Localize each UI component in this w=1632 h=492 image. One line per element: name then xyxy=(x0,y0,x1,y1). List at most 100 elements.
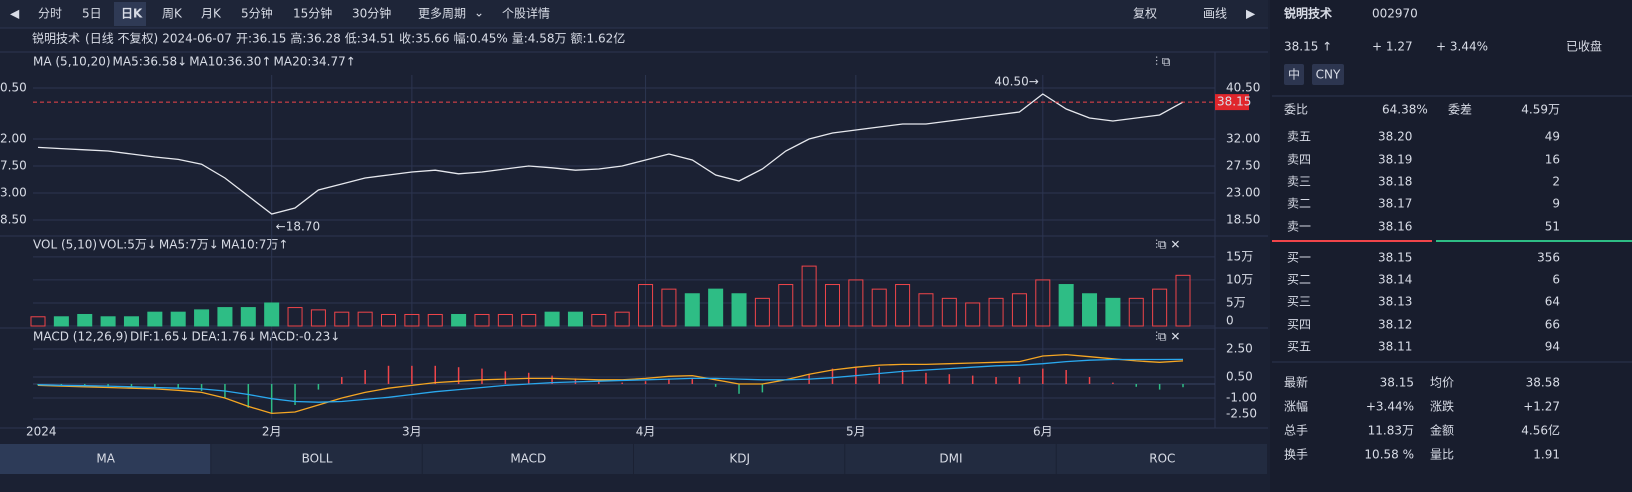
book-price: 38.12 xyxy=(1378,318,1412,332)
stat-label: 量比 xyxy=(1430,448,1454,462)
stock-pct: + 3.44% xyxy=(1436,40,1488,54)
book-price: 38.13 xyxy=(1378,295,1412,309)
toolbar-button[interactable]: 画线 xyxy=(1203,7,1227,21)
info-item: 低:34.51 xyxy=(345,32,395,46)
volume-bar xyxy=(357,311,373,327)
volume-bar xyxy=(521,313,537,327)
volume-bar xyxy=(1128,297,1144,327)
legend-item: MACD:-0.23↓ xyxy=(259,330,340,344)
order-ratio: 委比 xyxy=(1284,103,1308,117)
panel-tools[interactable]: ⫶⧉ ✕ xyxy=(1155,238,1180,252)
volume-bar xyxy=(871,288,887,327)
y-tick-label: 5万 xyxy=(1226,295,1246,309)
book-qty: 356 xyxy=(1537,251,1560,265)
y-tick-label: 27.50 xyxy=(1226,158,1260,172)
tab-label[interactable]: DMI xyxy=(939,452,962,466)
y-tick-label: -1.00 xyxy=(1226,391,1257,405)
x-tick-label: 2024 xyxy=(26,425,57,439)
book-label: 买一 xyxy=(1287,251,1311,265)
book-label: 卖二 xyxy=(1287,197,1311,211)
legend-item: MA5:7万↓ xyxy=(159,238,219,252)
legend-item: MA (5,10,20) xyxy=(33,55,111,69)
left-axis-label: 8.50 xyxy=(0,212,27,226)
volume-bar xyxy=(1105,297,1121,327)
tab-label[interactable]: BOLL xyxy=(302,452,333,466)
book-label: 卖五 xyxy=(1287,130,1311,144)
period-tab[interactable]: 周K xyxy=(162,7,183,21)
period-tab[interactable]: 日K xyxy=(121,7,143,21)
volume-bar xyxy=(684,293,700,327)
tag-label: 中 xyxy=(1288,67,1300,82)
y-tick-label: 15万 xyxy=(1226,249,1253,263)
indicator-tab[interactable] xyxy=(211,444,422,474)
stat-value: 1.91 xyxy=(1533,448,1560,462)
book-qty: 9 xyxy=(1552,197,1560,211)
indicator-tab[interactable] xyxy=(1056,444,1267,474)
stat-value: 38.15 xyxy=(1380,376,1414,390)
book-price: 38.18 xyxy=(1378,175,1412,189)
book-qty: 64 xyxy=(1545,295,1560,309)
volume-bar xyxy=(638,284,654,327)
toolbar-button[interactable]: 复权 xyxy=(1133,7,1157,21)
period-tab[interactable]: 分时 xyxy=(38,7,62,21)
y-tick-label: 2.50 xyxy=(1226,342,1253,356)
book-price: 38.11 xyxy=(1378,340,1412,354)
volume-bar xyxy=(591,313,607,327)
legend-item: MACD (12,26,9) xyxy=(33,330,128,344)
panel-tools[interactable]: ⫶⧉ ✕ xyxy=(1155,330,1180,344)
indicator-tab[interactable] xyxy=(634,444,845,474)
book-qty: 51 xyxy=(1545,220,1560,234)
book-price: 38.15 xyxy=(1378,251,1412,265)
volume-bar xyxy=(731,293,747,327)
next-arrow[interactable]: ▶ xyxy=(1246,7,1256,21)
period-tab[interactable]: 30分钟 xyxy=(352,6,391,21)
tab-label[interactable]: MACD xyxy=(510,452,546,466)
panel-tools[interactable]: ⫶ ⧉ xyxy=(1155,55,1171,69)
book-price: 38.17 xyxy=(1378,197,1412,211)
volume-bar xyxy=(708,288,724,327)
volume-bar xyxy=(30,316,46,327)
period-tab[interactable]: 更多周期 xyxy=(418,7,466,21)
indicator-tab[interactable] xyxy=(422,444,633,474)
period-tab[interactable]: 5分钟 xyxy=(241,6,273,21)
book-qty: 94 xyxy=(1545,340,1560,354)
book-label: 买二 xyxy=(1287,273,1311,287)
period-tab[interactable]: 15分钟 xyxy=(293,6,332,21)
period-tab[interactable]: 5日 xyxy=(82,7,102,21)
tab-label[interactable]: KDJ xyxy=(729,452,750,466)
tab-label[interactable]: ROC xyxy=(1149,452,1175,466)
stat-label: 金额 xyxy=(1430,423,1454,438)
y-tick-label: 10万 xyxy=(1226,272,1253,286)
indicator-tab[interactable] xyxy=(0,444,211,474)
y-tick-label: 23.00 xyxy=(1226,185,1260,199)
volume-bar xyxy=(264,302,280,327)
volume-bar xyxy=(334,311,350,327)
volume-bar xyxy=(100,316,116,327)
stock-change: + 1.27 xyxy=(1372,40,1413,54)
volume-bar xyxy=(614,311,630,327)
legend-item: VOL (5,10) xyxy=(33,238,97,252)
volume-bar xyxy=(918,293,934,327)
indicator-tab[interactable] xyxy=(845,444,1056,474)
left-axis-label: 3.00 xyxy=(0,185,27,199)
book-price: 38.14 xyxy=(1378,273,1412,287)
period-tab[interactable]: 个股详情 xyxy=(502,6,550,21)
order-ratio: 4.59万 xyxy=(1521,103,1560,117)
volume-bar xyxy=(287,307,303,327)
prev-arrow[interactable]: ◀ xyxy=(10,7,20,21)
period-tab[interactable]: 月K xyxy=(201,7,222,21)
volume-bar xyxy=(754,297,770,327)
book-label: 买三 xyxy=(1287,295,1311,309)
tag xyxy=(1284,64,1304,85)
book-label: 买五 xyxy=(1287,340,1311,354)
volume-bar xyxy=(988,297,1004,327)
y-tick-label: 40.50 xyxy=(1226,81,1260,95)
tab-label[interactable]: MA xyxy=(96,452,115,466)
legend-item: DEA:1.76↓ xyxy=(192,330,258,344)
volume-bar xyxy=(1011,293,1027,327)
stat-label: 最新 xyxy=(1284,375,1308,390)
last-price-label: 38.15 xyxy=(1217,95,1251,109)
volume-bar xyxy=(1082,293,1098,327)
